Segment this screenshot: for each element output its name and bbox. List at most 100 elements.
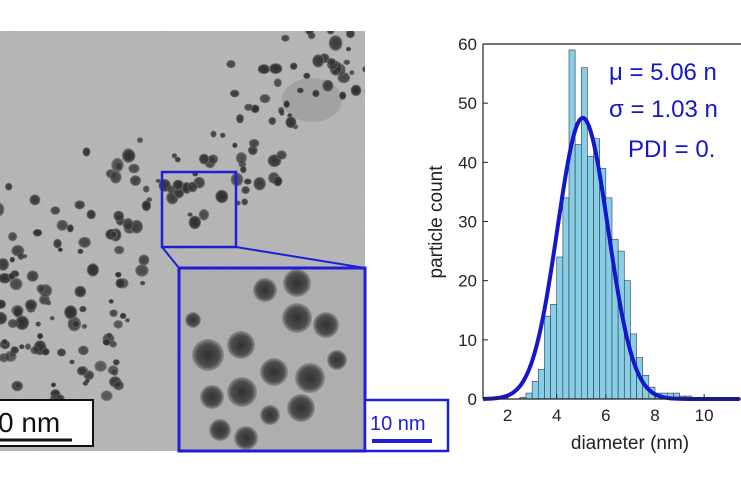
- nanoparticle: [84, 378, 90, 384]
- nanoparticle: [109, 170, 122, 184]
- nanoparticle: [125, 318, 130, 323]
- nanoparticle: [0, 311, 8, 325]
- nanoparticle: [14, 382, 22, 389]
- nanoparticle: [12, 305, 23, 318]
- nanoparticle: [10, 346, 19, 354]
- inset-nanoparticle: [227, 331, 255, 359]
- inset-nanoparticle: [295, 363, 325, 393]
- nanoparticle: [399, 75, 411, 89]
- inset-nanoparticle: [282, 303, 312, 333]
- nanoparticle: [219, 132, 226, 138]
- nanoparticle: [113, 210, 125, 222]
- nanoparticle: [29, 194, 41, 206]
- nanoparticle: [343, 59, 351, 65]
- nanoparticle: [339, 91, 347, 100]
- zoom-connector-right: [235, 246, 366, 269]
- nanoparticle: [71, 320, 80, 328]
- nanoparticle: [198, 209, 210, 221]
- nanoparticle: [0, 202, 5, 217]
- nanoparticle: [403, 36, 410, 42]
- nanoparticle: [113, 380, 125, 391]
- nanoparticle: [37, 333, 44, 340]
- nanoparticle: [119, 312, 127, 319]
- histogram-bar: [568, 49, 576, 400]
- nanoparticle: [305, 31, 314, 35]
- histogram-bar: [556, 256, 564, 400]
- nanoparticle: [172, 179, 184, 191]
- nanoparticle: [312, 89, 320, 98]
- nanoparticle: [86, 209, 96, 220]
- zoom-connector-left: [161, 246, 180, 269]
- nanoparticle: [259, 94, 271, 104]
- nanoparticle: [241, 186, 250, 195]
- y-tick-label: 20: [458, 272, 477, 291]
- nanoparticle: [94, 360, 107, 372]
- y-tick-label: 50: [458, 94, 477, 113]
- nanoparticle: [327, 57, 336, 67]
- nanoparticle: [15, 315, 30, 331]
- nanoparticle: [17, 252, 25, 260]
- nanoparticle: [114, 245, 125, 255]
- nanoparticle: [257, 64, 271, 75]
- nanoparticle: [312, 54, 325, 68]
- sigma-annotation: σ = 1.03 n: [609, 96, 718, 123]
- nanoparticle: [74, 200, 86, 210]
- nanoparticle: [9, 277, 23, 291]
- nanoparticle: [49, 315, 55, 321]
- nanoparticle: [269, 63, 283, 74]
- nanoparticle: [174, 156, 181, 163]
- nanoparticle: [374, 78, 379, 84]
- nanoparticle: [36, 284, 45, 294]
- inset-nanoparticle: [260, 358, 288, 386]
- chart-ticks: 0 10 20 30 40 50 60 2 4 6 8 10: [458, 35, 714, 425]
- nanoparticles: [0, 31, 415, 403]
- nanoparticle: [107, 365, 119, 376]
- nanoparticle: [5, 182, 13, 191]
- nanoparticle: [111, 157, 124, 173]
- nanoparticle: [82, 147, 91, 157]
- nanoparticle: [244, 103, 254, 112]
- nanoparticle: [0, 299, 7, 309]
- nanoparticle: [113, 320, 124, 329]
- nanoparticle: [235, 152, 247, 164]
- nanoparticle: [210, 130, 217, 138]
- nanoparticle: [171, 153, 178, 159]
- nanoparticle: [77, 248, 84, 254]
- nanoparticle: [50, 382, 57, 388]
- nanoparticle: [405, 41, 415, 51]
- pdi-annotation: PDI = 0.: [628, 136, 715, 163]
- nanoparticle: [198, 153, 210, 165]
- inset-scale-bar: 10 nm: [363, 398, 450, 453]
- nanoparticle: [273, 78, 282, 88]
- nanoparticle: [78, 345, 89, 356]
- nanoparticle: [349, 70, 355, 76]
- nanoparticle: [215, 189, 229, 204]
- nanoparticle: [136, 137, 144, 144]
- nanoparticle: [81, 323, 88, 329]
- nanoparticle: [187, 181, 198, 193]
- nanoparticle: [122, 218, 134, 231]
- scale-bar-label: 0 nm: [0, 407, 60, 438]
- nanoparticle: [129, 175, 142, 187]
- nanoparticle: [35, 321, 41, 327]
- main-scale-bar: 0 nm: [0, 399, 94, 447]
- x-tick-label: 10: [695, 406, 714, 425]
- nanoparticle: [326, 31, 335, 35]
- nanoparticle: [296, 87, 304, 94]
- nanoparticle: [8, 231, 18, 242]
- nanoparticle: [115, 278, 126, 289]
- inset-nanoparticle: [327, 350, 347, 370]
- nanoparticle: [364, 88, 365, 95]
- inset-nanoparticle: [287, 394, 315, 422]
- nanoparticle: [102, 338, 111, 346]
- nanoparticle: [281, 34, 290, 42]
- nanoparticle: [236, 113, 244, 124]
- inset-nanoparticles: [185, 269, 347, 450]
- nanoparticle: [138, 254, 150, 266]
- nanoparticle: [56, 348, 67, 357]
- nanoparticle: [362, 65, 365, 73]
- nanoparticle: [50, 206, 61, 215]
- y-tick-label: 10: [458, 331, 477, 350]
- nanoparticle: [289, 62, 298, 70]
